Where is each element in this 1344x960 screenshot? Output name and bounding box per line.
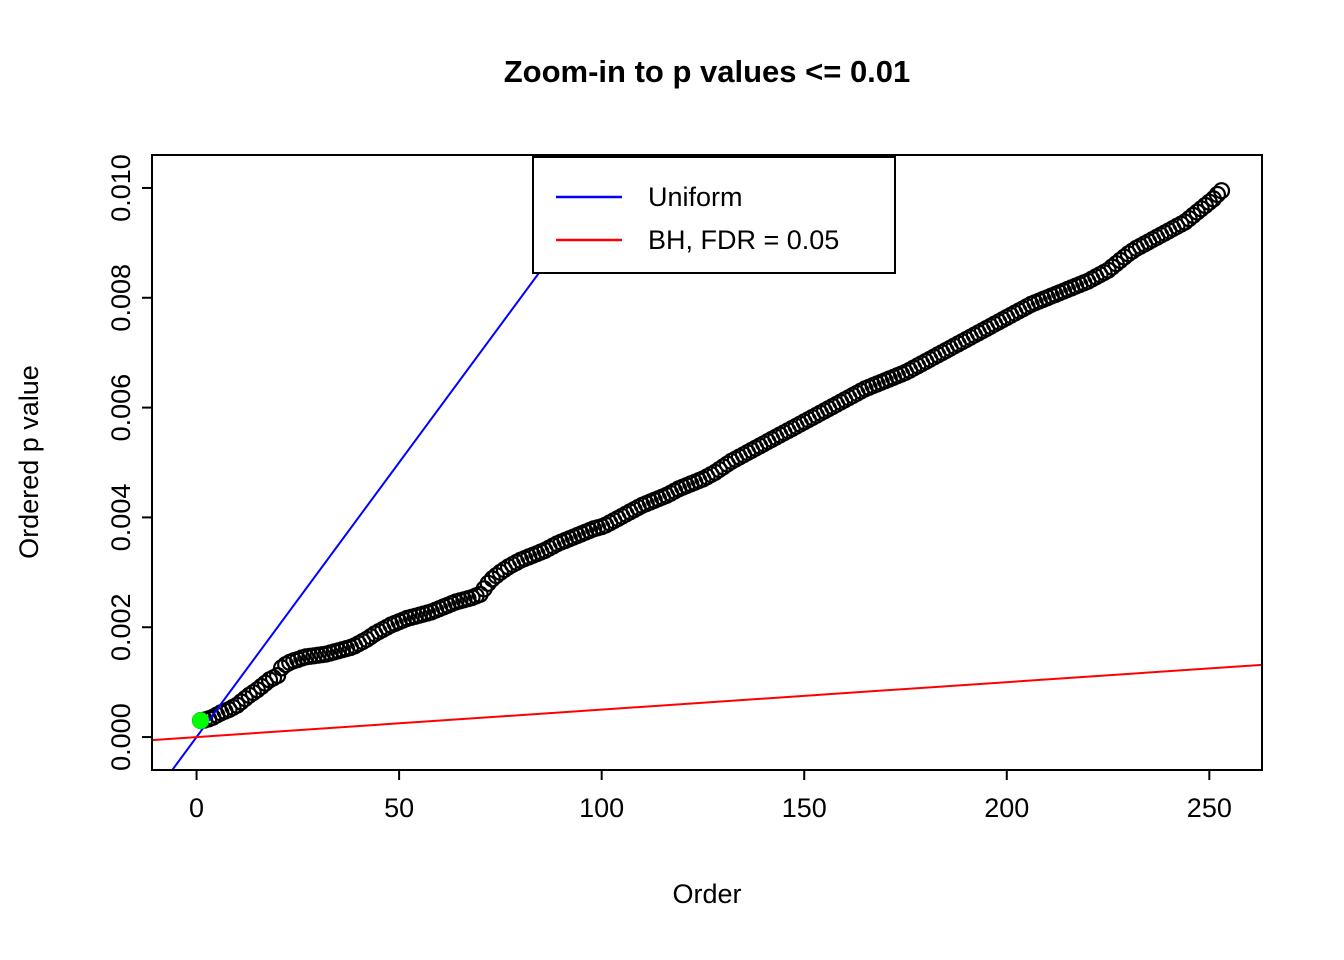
plot-clipped-content xyxy=(152,155,1262,770)
y-tick-label: 0.004 xyxy=(106,484,136,552)
x-tick-label: 200 xyxy=(984,793,1029,823)
plot-area: 0 50 100 150 200 250 0.000 0.002 0.004 0.006 0.008… xyxy=(106,154,1262,823)
x-axis-label: Order xyxy=(672,879,741,909)
x-tick-label: 100 xyxy=(579,793,624,823)
legend-uniform-label: Uniform xyxy=(648,182,743,212)
x-tick-label: 250 xyxy=(1187,793,1232,823)
y-tick-label: 0.006 xyxy=(106,374,136,442)
y-tick-label: 0.008 xyxy=(106,264,136,332)
plot-border xyxy=(151,154,1263,771)
legend: Uniform BH, FDR = 0.05 xyxy=(532,156,896,274)
y-axis-label: Ordered p value xyxy=(14,365,44,559)
x-tick-label: 50 xyxy=(384,793,414,823)
legend-box xyxy=(532,156,896,274)
bh-threshold-line xyxy=(152,663,1262,742)
y-tick-label: 0.002 xyxy=(106,593,136,661)
y-tick-label: 0.000 xyxy=(106,703,136,771)
uniform-line xyxy=(171,155,628,770)
x-tick-label: 150 xyxy=(782,793,827,823)
significant-point xyxy=(192,712,210,730)
p-value-point xyxy=(1212,182,1231,200)
legend-bh-label: BH, FDR = 0.05 xyxy=(648,225,839,255)
chart-title: Zoom-in to p values <= 0.01 xyxy=(504,54,911,89)
x-tick-label: 0 xyxy=(189,793,204,823)
p-value-point xyxy=(1208,185,1227,204)
y-tick-label: 0.010 xyxy=(106,154,136,222)
